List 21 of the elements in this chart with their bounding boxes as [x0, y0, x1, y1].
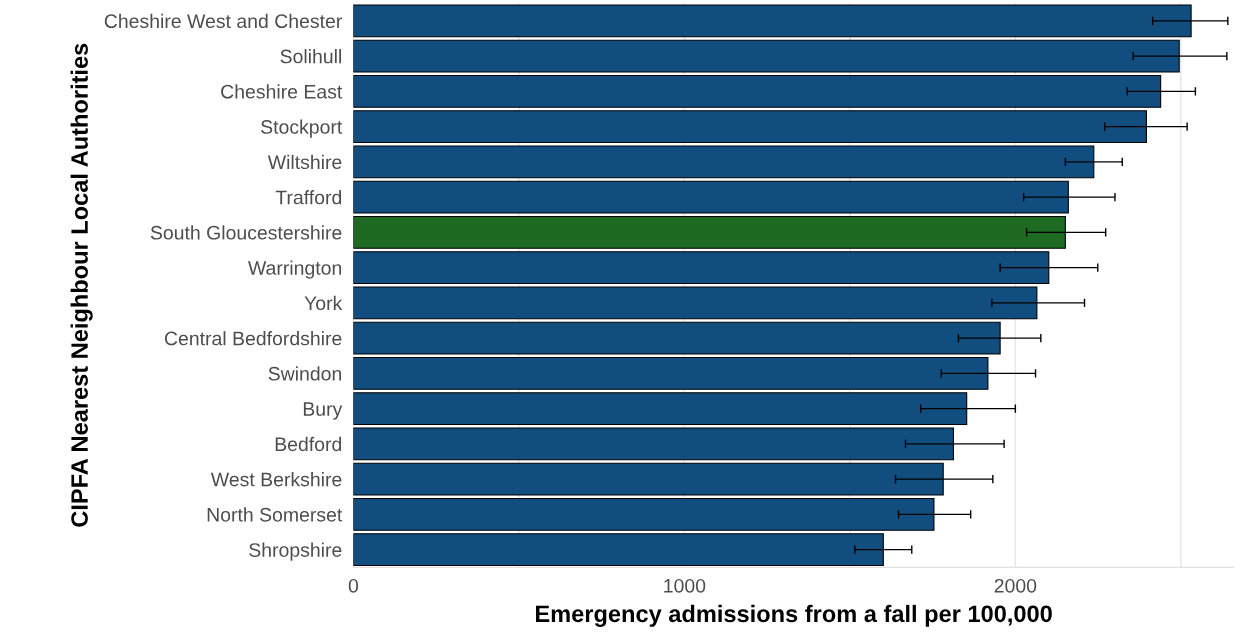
- y-tick-label: Bedford: [275, 436, 342, 452]
- x-axis-title: Emergency admissions from a fall per 100,000: [536, 604, 1052, 627]
- y-tick-label: Cheshire West and Chester: [104, 13, 342, 29]
- y-tick-label: Cheshire East: [221, 84, 343, 99]
- y-tick-label: Trafford: [275, 190, 342, 205]
- y-tick-label: Stockport: [261, 119, 343, 138]
- y-tick-label: Warrington: [248, 260, 342, 279]
- y-tick-label: West Berkshire: [210, 472, 342, 487]
- x-tick-label: 0: [348, 578, 359, 593]
- y-tick-label: Wiltshire: [267, 154, 342, 170]
- y-tick-label: Shropshire: [249, 542, 342, 561]
- y-tick-label: Bury: [303, 402, 343, 420]
- y-tick-label: Central Bedfordshire: [164, 331, 342, 346]
- y-tick-label: South Gloucestershire: [150, 225, 342, 240]
- y-tick-label: Swindon: [268, 366, 342, 381]
- y-tick-label: Solihull: [280, 49, 341, 64]
- y-tick-label: York: [304, 295, 343, 311]
- y-axis-title: CIPFA Nearest Neighbour Local Authorities: [70, 43, 93, 527]
- x-tick-label: 2000: [994, 578, 1037, 593]
- y-tick-label: North Somerset: [207, 507, 343, 522]
- x-tick-label: 1000: [664, 578, 706, 593]
